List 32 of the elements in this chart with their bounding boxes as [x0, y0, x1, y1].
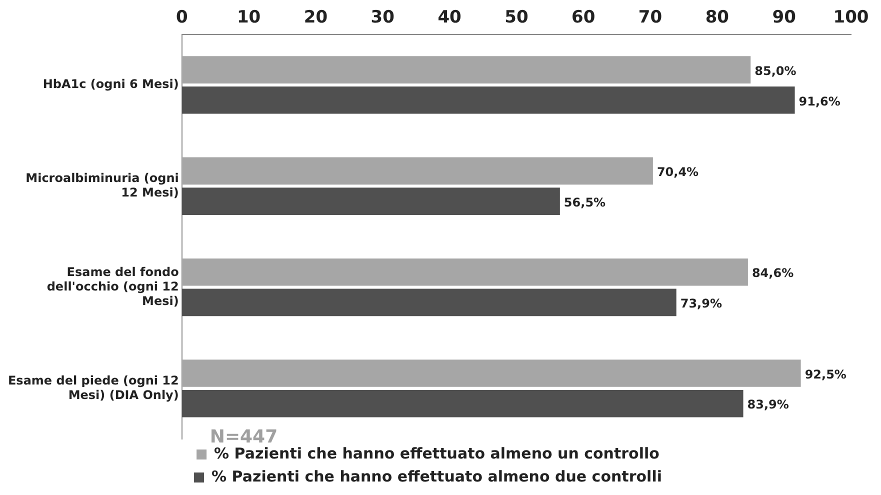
data-label: 85,0% [754, 64, 796, 78]
y-tick-label: HbA1c (ogni 6 Mesi) [42, 77, 179, 92]
bar [182, 157, 653, 185]
data-label: 91,6% [798, 94, 840, 108]
x-tick-label: 50 [504, 8, 528, 28]
x-tick-label: 0 [176, 8, 188, 28]
data-label: 84,6% [752, 266, 794, 280]
bar [182, 86, 795, 114]
bar [182, 258, 748, 286]
x-tick-label: 10 [236, 8, 261, 28]
x-tick-label: 70 [638, 8, 662, 28]
x-tick-label: 60 [572, 8, 596, 28]
x-tick-label: 100 [833, 8, 869, 28]
y-tick-label: Esame del piede (ogni 12 Mesi) (DIA Only) [8, 373, 179, 402]
data-label: 92,5% [804, 367, 846, 382]
bar [182, 56, 751, 84]
bar [182, 390, 744, 418]
x-tick-label: 40 [438, 8, 462, 28]
data-label: 70,4% [656, 165, 699, 180]
x-tick-label: 20 [304, 8, 328, 28]
x-tick-label: 90 [772, 8, 796, 28]
data-label: 73,9% [680, 296, 722, 311]
bar [182, 360, 801, 387]
data-label: 83,9% [747, 398, 789, 412]
x-tick-label: 80 [705, 8, 730, 28]
y-tick-label: Esame del fondo dell'occhio (ogni 12 Mesi) [46, 265, 179, 308]
data-label: 56,5% [564, 195, 606, 210]
y-tick-label: Microalbiminuria (ogni 12 Mesi) [26, 171, 179, 200]
x-tick-label: 30 [370, 8, 395, 28]
legend-label: % Pazienti che hanno effettuato almeno due controlli [212, 467, 662, 486]
bar [182, 288, 676, 316]
bar [182, 188, 560, 215]
